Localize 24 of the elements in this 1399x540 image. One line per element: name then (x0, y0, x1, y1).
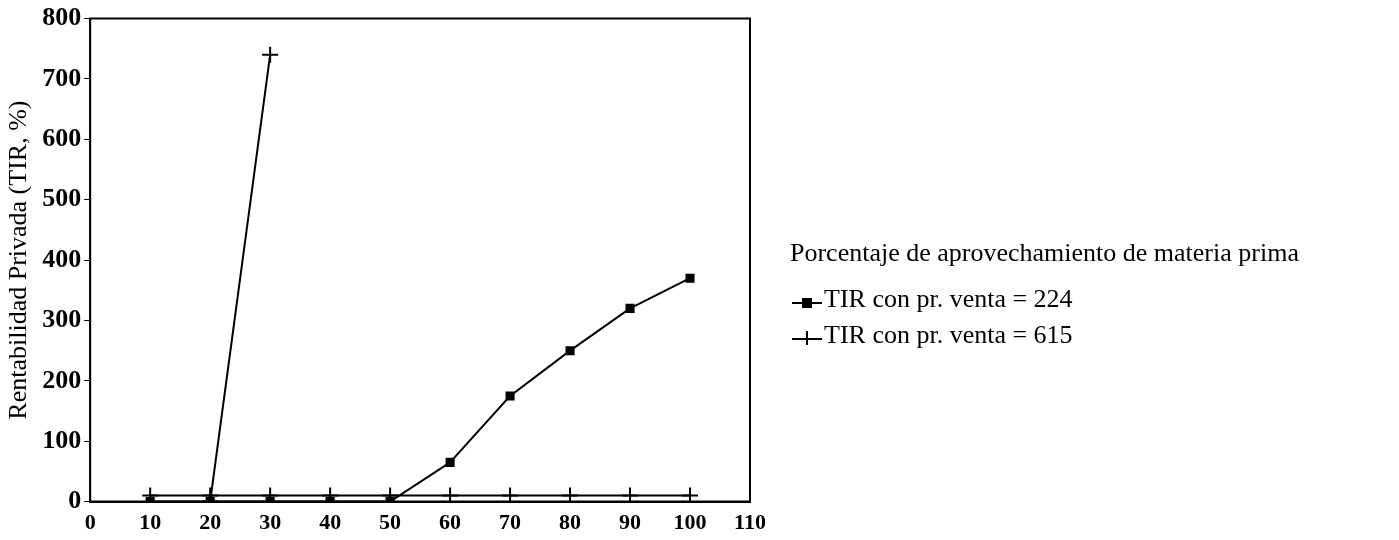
x-tick-label: 100 (673, 509, 707, 535)
x-tick-label: 40 (319, 509, 342, 535)
y-tick-label: 500 (42, 183, 82, 213)
y-tick-label: 0 (68, 485, 82, 515)
y-tick-label: 400 (42, 243, 82, 273)
y-tick-label: 600 (42, 123, 82, 153)
x-tick-label: 30 (259, 509, 282, 535)
legend-label: TIR con pr. venta = 615 (824, 320, 1073, 350)
x-tick-label: 110 (734, 509, 766, 535)
y-tick-label: 300 (42, 304, 82, 334)
x-tick-label: 20 (199, 509, 222, 535)
y-tick-label: 100 (42, 424, 82, 454)
x-tick-label: 10 (139, 509, 162, 535)
y-axis-title: Rentabilidad Privada (TIR, %) (3, 100, 33, 420)
x-tick-label: 50 (379, 509, 402, 535)
y-tick-label: 200 (42, 364, 82, 394)
legend-title: Porcentaje de aprovechamiento de materia prima (790, 237, 1300, 269)
x-tick-label: 70 (499, 509, 522, 535)
legend-label: TIR con pr. venta = 224 (824, 284, 1073, 314)
x-tick-label: 90 (619, 509, 642, 535)
x-tick-label: 60 (439, 509, 462, 535)
x-tick-label: 80 (559, 509, 582, 535)
y-tick-label: 700 (42, 62, 82, 92)
y-tick-label: 800 (42, 2, 82, 32)
